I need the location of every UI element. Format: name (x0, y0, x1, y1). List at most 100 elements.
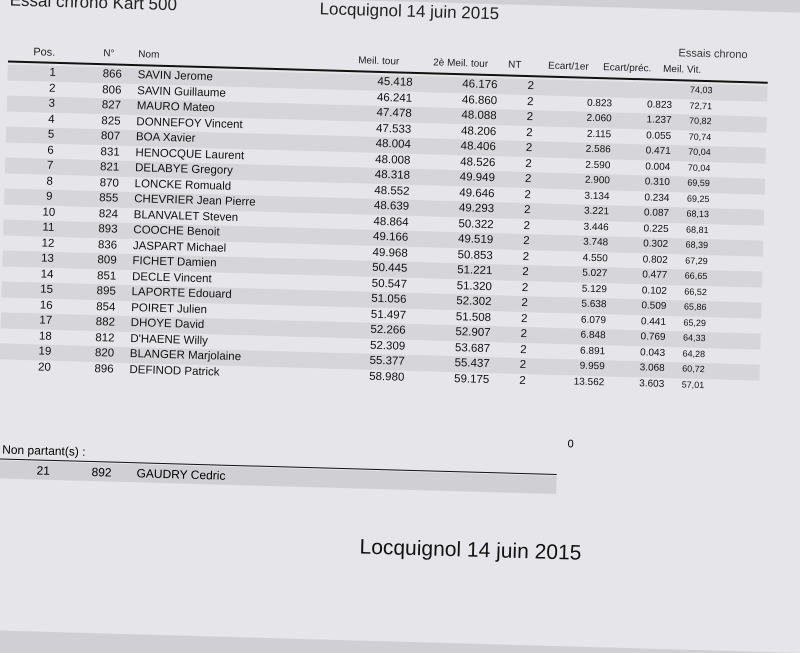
driver-name: SAVIN Jerome (137, 69, 214, 84)
kart-number: 827 (101, 99, 122, 112)
pos: 5 (47, 128, 55, 141)
pos: 2 (48, 82, 56, 95)
second-best-lap: 52.907 (455, 326, 491, 340)
best-lap: 58.980 (369, 370, 405, 384)
driver-name: DELABYE Gregory (134, 162, 234, 177)
laps: 2 (520, 327, 528, 341)
best-speed: 65,29 (683, 316, 707, 328)
laps: 2 (526, 95, 534, 108)
gap-prev: 0.310 (644, 176, 671, 189)
driver-name: POIRET Julien (131, 301, 208, 316)
pos: 3 (48, 97, 56, 110)
gap-prev: 0.509 (641, 300, 667, 313)
best-lap: 50.445 (372, 261, 408, 275)
pos: 8 (46, 175, 54, 188)
driver-name: DONNEFOY Vincent (136, 115, 243, 131)
pos: 15 (40, 283, 54, 296)
kart-number: 824 (98, 207, 119, 221)
gap-first: 5.027 (582, 267, 608, 280)
laps: 2 (521, 296, 529, 310)
second-best-lap: 46.176 (462, 78, 498, 92)
driver-name: DECLE Vincent (131, 270, 212, 285)
kart-number: 855 (99, 192, 119, 205)
pos: 19 (38, 345, 52, 358)
laps: 2 (524, 173, 532, 186)
second-best-lap: 48.406 (460, 140, 496, 154)
laps: 2 (523, 204, 531, 217)
col-meil-tour2: 2è Meil. tour (432, 57, 489, 70)
gap-prev: 3.603 (639, 377, 665, 390)
pos: 14 (40, 268, 54, 281)
best-speed: 66,65 (684, 270, 708, 282)
second-best-lap: 59.175 (453, 372, 490, 386)
best-lap: 46.241 (376, 91, 413, 105)
second-best-lap: 50.322 (458, 217, 494, 231)
total: 0 (567, 438, 574, 451)
pos: 10 (42, 206, 56, 219)
gap-prev: 0.477 (642, 269, 668, 282)
gap-first: 3.134 (584, 190, 610, 202)
pos: 7 (46, 159, 54, 172)
driver-name: COOCHE Benoit (133, 224, 220, 239)
col-meil-vit: Meil. Vit. (662, 63, 702, 76)
driver-name: DEFINOD Patrick (129, 363, 220, 379)
laps: 2 (519, 374, 526, 387)
driver-name: BLANGER Marjolaine (129, 348, 242, 364)
best-speed: 64,33 (682, 332, 706, 344)
laps: 2 (526, 126, 533, 139)
laps: 2 (523, 219, 531, 232)
best-speed: 60,72 (682, 363, 705, 375)
pos: 12 (41, 237, 55, 250)
laps: 2 (524, 188, 532, 201)
gap-prev: 0.769 (640, 331, 666, 343)
best-speed: 64,28 (682, 347, 706, 359)
pos: 13 (40, 252, 55, 265)
gap-first: 2.586 (585, 143, 611, 156)
second-best-lap: 49.519 (457, 233, 494, 247)
kart-number: 825 (101, 114, 121, 128)
kart-number: 806 (102, 83, 122, 97)
non-partants-label: Non partant(s) : (1, 442, 86, 459)
second-best-lap: 52.302 (456, 295, 492, 309)
gap-first: 13.562 (573, 375, 605, 388)
best-speed: 70,04 (688, 146, 711, 158)
gap-prev: 0.802 (642, 253, 668, 266)
best-lap: 48.008 (375, 153, 411, 167)
laps: 2 (523, 234, 530, 248)
best-lap: 48.004 (375, 137, 412, 151)
place-date: Locquignol 14 juin 2015 (319, 0, 500, 24)
pos: 21 (36, 463, 51, 478)
driver-name: SAVIN Guillaume (137, 84, 227, 100)
kart-number: 866 (102, 68, 123, 81)
col-ecart-1er: Ecart/1er (547, 60, 589, 73)
pos: 18 (38, 330, 52, 343)
best-speed: 65,86 (683, 301, 707, 313)
gap-first: 3.748 (583, 236, 609, 249)
best-speed: 68,13 (686, 208, 710, 220)
driver-name: BOA Xavier (135, 131, 196, 145)
gap-first: 3.221 (583, 205, 610, 218)
best-speed: 68,81 (685, 224, 709, 235)
gap-first: 2.115 (586, 128, 612, 140)
kart-number: 820 (94, 347, 115, 360)
gap-prev: 3.068 (639, 362, 665, 374)
laps: 2 (525, 157, 532, 170)
second-best-lap: 48.088 (461, 109, 497, 123)
second-best-lap: 51.320 (456, 279, 493, 293)
laps: 2 (527, 80, 535, 93)
gap-prev: 0.043 (639, 346, 666, 359)
pos: 9 (45, 190, 53, 203)
pos: 11 (42, 221, 55, 234)
best-speed: 74,03 (689, 84, 713, 96)
driver-name: GAUDRY Cedric (136, 466, 226, 483)
kart-number: 836 (97, 238, 118, 252)
best-lap: 51.497 (370, 308, 407, 322)
driver-name: FICHET Damien (132, 255, 217, 270)
laps: 2 (526, 111, 534, 124)
footer-place-date: Locquignol 14 juin 2015 (359, 535, 582, 565)
col-meil-tour: Meil. tour (358, 55, 400, 68)
driver-name: LONCKE Romuald (134, 177, 232, 193)
gap-first: 5.638 (581, 298, 607, 311)
col-ecart-prec: Ecart/préc. (602, 62, 652, 75)
